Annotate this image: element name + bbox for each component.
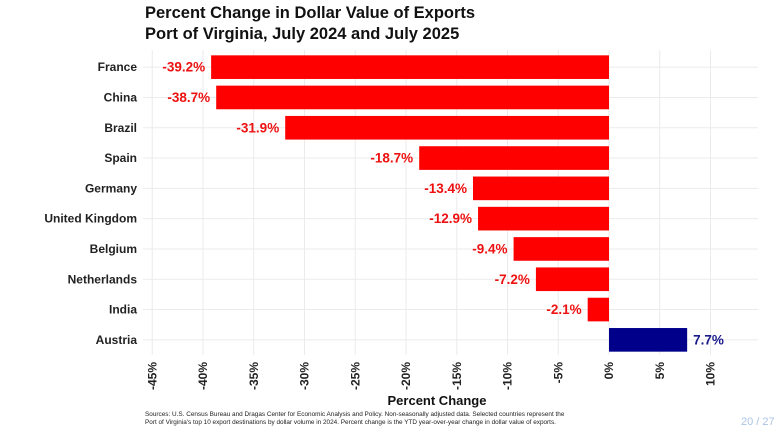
data-label: -12.9% [429, 211, 472, 226]
y-tick-label: Belgium [90, 242, 137, 256]
x-tick-label: 10% [704, 362, 718, 386]
bar-belgium [513, 237, 609, 261]
page-number: 20 / 27 [741, 416, 775, 428]
x-tick-label: -30% [298, 362, 312, 390]
x-axis-title: Percent Change [388, 393, 487, 408]
x-tick-label: -15% [450, 362, 464, 390]
x-axis-tick-labels: -45% -40% -35% -30% -25% -20% -15% -10% -5% 0% 5% 1… [145, 362, 717, 390]
x-tick-label: -40% [196, 362, 210, 390]
chart-title-line-2: Port of Virginia, July 2024 and July 202… [145, 25, 460, 43]
bar-china [216, 85, 609, 110]
x-tick-label: -10% [501, 362, 515, 390]
data-label: -2.1% [546, 302, 581, 317]
y-tick-label: France [98, 60, 138, 74]
x-tick-label: 5% [653, 362, 667, 380]
y-tick-label: Germany [85, 181, 137, 195]
source-note-line-1: Sources: U.S. Census Bureau and Dragas C… [145, 411, 565, 418]
data-label: -38.7% [167, 90, 210, 105]
y-axis-tick-labels: France China Brazil Spain Germany United King… [44, 60, 137, 347]
y-tick-label: China [104, 90, 138, 104]
bar-france [211, 55, 609, 79]
data-label: -13.4% [424, 181, 467, 196]
bars [211, 55, 688, 352]
data-labels: -39.2% -38.7% -31.9% -18.7% -13.4% -12.9%-9.4… [162, 60, 724, 348]
data-label: -31.9% [236, 120, 279, 135]
y-tick-label: Brazil [104, 121, 137, 135]
data-label: -18.7% [370, 151, 413, 166]
bar-germany [472, 176, 609, 201]
y-tick-label: India [109, 303, 137, 317]
x-tick-label: -20% [399, 362, 413, 390]
x-tick-label: -5% [551, 362, 565, 384]
chart-title-line-1: Percent Change in Dollar Value of Export… [145, 4, 476, 22]
source-note-line-2: Port of Virginia's top 10 export destina… [145, 419, 556, 426]
y-tick-label: Netherlands [68, 272, 138, 286]
bar-india [587, 297, 609, 322]
bar-chart: -39.2% -38.7% -31.9% -18.7% -13.4% -12.9%-9.4… [44, 50, 758, 408]
x-tick-label: -35% [247, 362, 261, 390]
chart-title: Percent Change in Dollar Value of Export… [145, 3, 475, 45]
data-label: -7.2% [495, 272, 530, 287]
y-tick-label: Austria [96, 333, 138, 347]
bar-united-kingdom [478, 206, 609, 231]
y-tick-label: Spain [104, 151, 137, 165]
bar-netherlands [535, 267, 609, 292]
bar-austria [609, 328, 688, 352]
y-tick-label: United Kingdom [44, 212, 137, 226]
data-label: -9.4% [472, 241, 507, 256]
data-label: -39.2% [162, 60, 205, 75]
x-tick-label: 0% [602, 362, 616, 380]
bar-brazil [285, 115, 609, 140]
source-note: Sources: U.S. Census Bureau and Dragas C… [145, 411, 705, 427]
x-tick-label: -25% [348, 362, 362, 390]
bar-spain [419, 146, 609, 170]
x-tick-label: -45% [145, 362, 159, 390]
data-label: 7.7% [693, 332, 724, 347]
